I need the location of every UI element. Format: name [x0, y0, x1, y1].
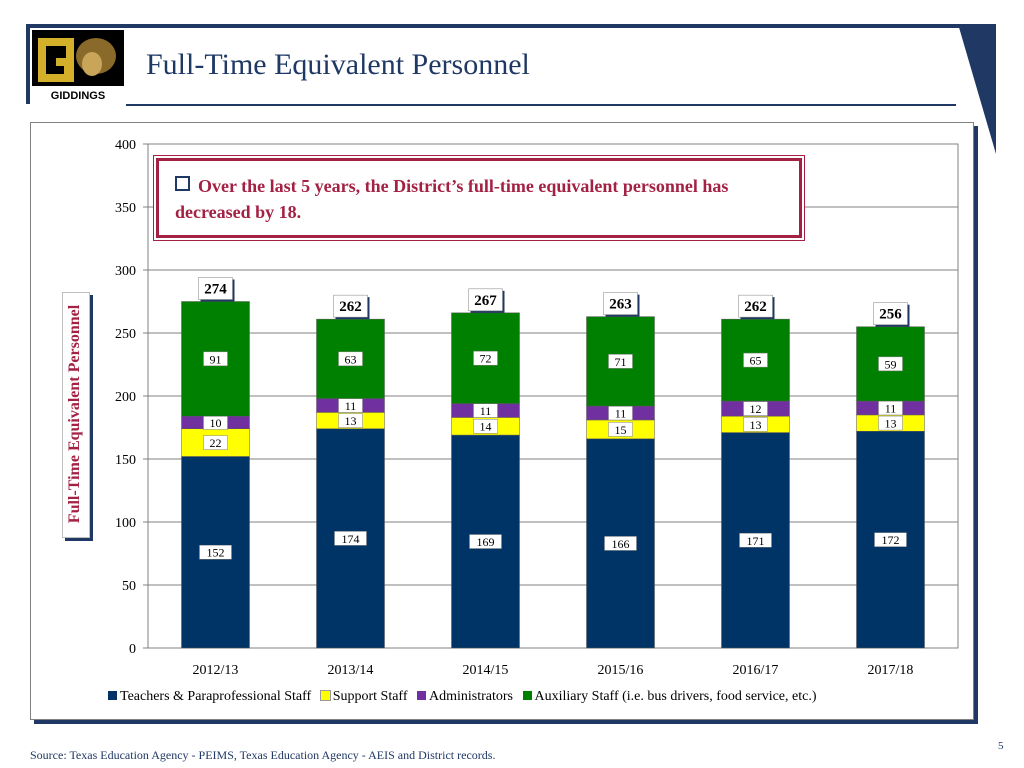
- data-label: 12: [750, 402, 762, 416]
- y-tick-label: 200: [115, 390, 136, 405]
- data-label: 11: [345, 399, 357, 413]
- data-label: 72: [480, 352, 492, 366]
- data-label: 91: [210, 352, 222, 366]
- legend-swatch-purple: [417, 691, 427, 700]
- x-tick-label: 2012/13: [193, 663, 239, 678]
- callout-text: Over the last 5 years, the District’s fu…: [175, 176, 729, 222]
- total-label: 262: [339, 299, 362, 315]
- data-label-box: [743, 417, 768, 432]
- total-label-box: [198, 277, 233, 300]
- data-label-box: [469, 534, 502, 549]
- total-label-box: [333, 294, 368, 318]
- data-label-box: [878, 415, 903, 431]
- data-label-box: [608, 354, 633, 369]
- data-label: 10: [210, 416, 222, 430]
- frame-left-bar: [26, 24, 30, 104]
- legend-swatch-green: [522, 691, 532, 700]
- legend-item-support: Support Staff: [319, 689, 408, 705]
- data-label-box: [878, 356, 903, 372]
- data-label-box: [338, 413, 363, 428]
- x-tick-label: 2015/16: [598, 663, 644, 678]
- y-tick-label: 400: [115, 138, 136, 153]
- data-label-box: [203, 351, 228, 367]
- title-rule: [126, 104, 956, 106]
- legend-item-administrators: Administrators: [417, 689, 513, 705]
- data-label: 171: [747, 534, 765, 548]
- total-label-box: [738, 294, 773, 318]
- y-tick-label: 150: [115, 453, 136, 468]
- data-label: 22: [210, 436, 222, 450]
- y-tick-label: 50: [122, 579, 136, 594]
- data-label-box: [743, 352, 768, 368]
- legend-swatch-yellow: [319, 690, 331, 701]
- y-tick-label: 250: [115, 327, 136, 342]
- y-tick-label: 0: [129, 642, 136, 657]
- total-label-box: [468, 288, 503, 312]
- legend-item-teachers: Teachers & Paraprofessional Staff: [108, 689, 311, 705]
- data-label: 13: [345, 414, 357, 428]
- y-axis-label: Full-Time Equivalent Personnel: [66, 304, 83, 524]
- data-label-box: [334, 531, 367, 546]
- data-label-box: [743, 401, 768, 416]
- data-label-box: [338, 351, 363, 367]
- y-tick-label: 100: [115, 516, 136, 531]
- data-label: 11: [480, 404, 492, 418]
- data-label: 166: [612, 537, 630, 551]
- data-label: 14: [480, 420, 492, 434]
- page-number: 5: [998, 740, 1004, 752]
- legend-swatch-navy: [108, 691, 117, 700]
- x-tick-label: 2014/15: [463, 663, 509, 678]
- data-label-box: [874, 532, 907, 547]
- chart-legend: Teachers & Paraprofessional Staff Suppor…: [108, 689, 823, 705]
- data-label-box: [739, 533, 772, 548]
- page-title: Full-Time Equivalent Personnel: [146, 48, 530, 81]
- total-label: 262: [744, 299, 767, 315]
- y-tick-label: 350: [115, 201, 136, 216]
- data-label-box: [199, 544, 232, 560]
- checkbox-bullet-icon: [175, 176, 190, 191]
- data-label: 59: [885, 357, 897, 371]
- data-label: 63: [345, 352, 357, 366]
- data-label: 71: [615, 355, 627, 369]
- data-label: 13: [885, 417, 897, 431]
- data-label: 172: [882, 533, 900, 547]
- total-label-box: [603, 292, 638, 315]
- x-tick-label: 2013/14: [328, 663, 374, 678]
- source-note: Source: Texas Education Agency - PEIMS, …: [30, 748, 496, 762]
- total-label: 256: [879, 307, 902, 323]
- data-label-box: [473, 350, 498, 366]
- data-label: 15: [615, 423, 627, 437]
- total-label: 263: [609, 297, 632, 313]
- y-tick-label: 300: [115, 264, 136, 279]
- legend-item-auxiliary: Auxiliary Staff (i.e. bus drivers, food …: [522, 689, 817, 705]
- data-label: 65: [750, 354, 762, 368]
- x-tick-label: 2016/17: [733, 663, 779, 678]
- data-label-box: [473, 418, 498, 434]
- data-label: 11: [615, 407, 627, 421]
- total-label-box: [873, 302, 908, 325]
- data-label: 169: [477, 535, 495, 549]
- data-label: 152: [207, 546, 225, 560]
- total-label: 274: [204, 282, 227, 298]
- frame-top-bar: [26, 24, 996, 28]
- callout-box: Over the last 5 years, the District’s fu…: [156, 158, 802, 238]
- y-axis-label-box: [62, 292, 90, 538]
- data-label-box: [203, 435, 228, 450]
- data-label-box: [604, 536, 637, 551]
- district-logo: GIDDINGS: [32, 30, 124, 104]
- data-label: 174: [342, 532, 360, 546]
- data-label-box: [608, 422, 633, 437]
- x-tick-label: 2017/18: [868, 663, 914, 678]
- data-label: 11: [885, 401, 897, 415]
- data-label: 13: [750, 418, 762, 432]
- logo-text: GIDDINGS: [51, 90, 105, 102]
- total-label: 267: [474, 293, 497, 309]
